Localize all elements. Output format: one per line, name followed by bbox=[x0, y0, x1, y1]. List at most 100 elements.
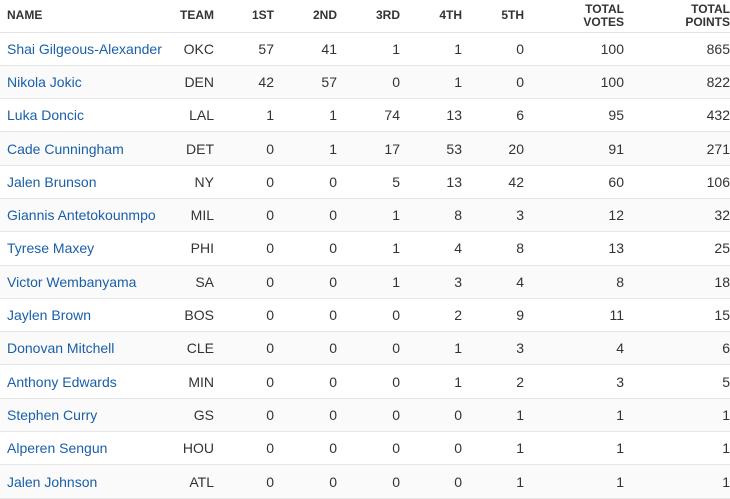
player-name-link[interactable]: Shai Gilgeous-Alexander bbox=[7, 40, 162, 57]
total-points-cell: 271 bbox=[630, 131, 730, 166]
player-name-cell: Victor Wembanyama bbox=[0, 265, 170, 299]
header-second[interactable]: 2ND bbox=[280, 0, 343, 33]
total-points-cell: 1 bbox=[630, 464, 730, 499]
second-place-votes-cell: 0 bbox=[280, 464, 343, 499]
third-place-votes-cell: 0 bbox=[343, 464, 406, 499]
header-fifth[interactable]: 5TH bbox=[468, 0, 530, 33]
header-total-votes-line1: TOTAL bbox=[585, 1, 624, 16]
second-place-votes-cell: 1 bbox=[280, 98, 343, 133]
fourth-place-votes-cell: 1 bbox=[406, 331, 468, 366]
second-place-votes-cell: 0 bbox=[280, 398, 343, 433]
first-place-votes-cell: 0 bbox=[220, 298, 280, 333]
player-name-cell: Donovan Mitchell bbox=[0, 331, 170, 366]
player-name-link[interactable]: Stephen Curry bbox=[7, 406, 98, 423]
fifth-place-votes-cell: 2 bbox=[468, 364, 530, 399]
header-total-votes[interactable]: TOTAL VOTES bbox=[530, 0, 630, 33]
fourth-place-votes-cell: 13 bbox=[406, 98, 468, 133]
player-name-link[interactable]: Victor Wembanyama bbox=[7, 273, 137, 290]
player-name-link[interactable]: Jalen Johnson bbox=[7, 473, 98, 490]
player-name-link[interactable]: Cade Cunningham bbox=[7, 140, 124, 157]
player-name-link[interactable]: Giannis Antetokounmpo bbox=[7, 207, 156, 224]
third-place-votes-cell: 1 bbox=[343, 198, 406, 233]
second-place-votes-cell: 0 bbox=[280, 364, 343, 399]
player-name-link[interactable]: Nikola Jokic bbox=[7, 73, 82, 90]
team-cell: GS bbox=[170, 398, 220, 433]
player-name-link[interactable]: Jaylen Brown bbox=[7, 307, 92, 324]
header-third[interactable]: 3RD bbox=[343, 0, 406, 33]
player-name-link[interactable]: Jalen Brunson bbox=[7, 173, 97, 190]
fourth-place-votes-cell: 1 bbox=[406, 32, 468, 66]
fifth-place-votes-cell: 20 bbox=[468, 131, 530, 166]
first-place-votes-cell: 0 bbox=[220, 398, 280, 433]
player-name-cell: Anthony Edwards bbox=[0, 364, 170, 399]
team-cell: MIL bbox=[170, 198, 220, 233]
total-points-cell: 1 bbox=[630, 431, 730, 466]
player-name-cell: Alperen Sengun bbox=[0, 431, 170, 466]
fourth-place-votes-cell: 1 bbox=[406, 65, 468, 100]
total-votes-cell: 12 bbox=[530, 198, 630, 233]
first-place-votes-cell: 0 bbox=[220, 198, 280, 233]
first-place-votes-cell: 1 bbox=[220, 98, 280, 133]
third-place-votes-cell: 1 bbox=[343, 32, 406, 66]
header-total-points-line2: POINTS bbox=[685, 14, 730, 29]
first-place-votes-cell: 0 bbox=[220, 265, 280, 299]
player-name-link[interactable]: Alperen Sengun bbox=[7, 440, 108, 457]
total-votes-cell: 1 bbox=[530, 398, 630, 433]
team-cell: ATL bbox=[170, 464, 220, 499]
second-place-votes-cell: 0 bbox=[280, 298, 343, 333]
third-place-votes-cell: 0 bbox=[343, 331, 406, 366]
table-row: Anthony Edwards MIN 0 0 0 1 2 3 5 bbox=[0, 364, 730, 399]
player-name-link[interactable]: Anthony Edwards bbox=[7, 373, 117, 390]
third-place-votes-cell: 0 bbox=[343, 65, 406, 100]
fourth-place-votes-cell: 0 bbox=[406, 398, 468, 433]
player-name-link[interactable]: Tyrese Maxey bbox=[7, 240, 95, 257]
fourth-place-votes-cell: 2 bbox=[406, 298, 468, 333]
second-place-votes-cell: 1 bbox=[280, 131, 343, 166]
total-votes-cell: 60 bbox=[530, 165, 630, 199]
second-place-votes-cell: 0 bbox=[280, 198, 343, 233]
first-place-votes-cell: 0 bbox=[220, 165, 280, 199]
total-points-cell: 18 bbox=[630, 265, 730, 299]
second-place-votes-cell: 41 bbox=[280, 32, 343, 66]
fourth-place-votes-cell: 13 bbox=[406, 165, 468, 199]
total-points-cell: 432 bbox=[630, 98, 730, 133]
player-name-cell: Cade Cunningham bbox=[0, 131, 170, 166]
first-place-votes-cell: 0 bbox=[220, 331, 280, 366]
total-votes-cell: 11 bbox=[530, 298, 630, 333]
fourth-place-votes-cell: 0 bbox=[406, 464, 468, 499]
third-place-votes-cell: 0 bbox=[343, 398, 406, 433]
header-name[interactable]: NAME bbox=[0, 0, 170, 33]
third-place-votes-cell: 74 bbox=[343, 98, 406, 133]
header-first[interactable]: 1ST bbox=[220, 0, 280, 33]
third-place-votes-cell: 17 bbox=[343, 131, 406, 166]
team-cell: MIN bbox=[170, 364, 220, 399]
player-name-link[interactable]: Luka Doncic bbox=[7, 107, 85, 124]
fifth-place-votes-cell: 8 bbox=[468, 231, 530, 266]
table-row: Tyrese Maxey PHI 0 0 1 4 8 13 25 bbox=[0, 231, 730, 266]
total-votes-cell: 100 bbox=[530, 32, 630, 66]
table-row: Giannis Antetokounmpo MIL 0 0 1 8 3 12 32 bbox=[0, 198, 730, 233]
player-name-cell: Giannis Antetokounmpo bbox=[0, 198, 170, 233]
fifth-place-votes-cell: 0 bbox=[468, 65, 530, 100]
header-fourth[interactable]: 4TH bbox=[406, 0, 468, 33]
third-place-votes-cell: 1 bbox=[343, 231, 406, 266]
header-total-points[interactable]: TOTAL POINTS bbox=[630, 0, 730, 33]
header-total-votes-line2: VOTES bbox=[583, 14, 624, 29]
table-header: NAME TEAM 1ST 2ND 3RD 4TH 5TH TOTAL VOTE… bbox=[0, 0, 730, 33]
fifth-place-votes-cell: 1 bbox=[468, 431, 530, 466]
total-points-cell: 32 bbox=[630, 198, 730, 233]
total-points-cell: 1 bbox=[630, 398, 730, 433]
third-place-votes-cell: 0 bbox=[343, 364, 406, 399]
second-place-votes-cell: 0 bbox=[280, 165, 343, 199]
player-name-link[interactable]: Donovan Mitchell bbox=[7, 340, 115, 357]
first-place-votes-cell: 0 bbox=[220, 131, 280, 166]
first-place-votes-cell: 0 bbox=[220, 431, 280, 466]
player-name-cell: Stephen Curry bbox=[0, 398, 170, 433]
table-row: Luka Doncic LAL 1 1 74 13 6 95 432 bbox=[0, 98, 730, 133]
fourth-place-votes-cell: 1 bbox=[406, 364, 468, 399]
second-place-votes-cell: 0 bbox=[280, 231, 343, 266]
table-body: Shai Gilgeous-Alexander OKC 57 41 1 1 0 100 865 N… bbox=[0, 32, 730, 499]
header-team[interactable]: TEAM bbox=[170, 0, 220, 33]
header-row: NAME TEAM 1ST 2ND 3RD 4TH 5TH TOTAL VOTE… bbox=[0, 0, 730, 33]
